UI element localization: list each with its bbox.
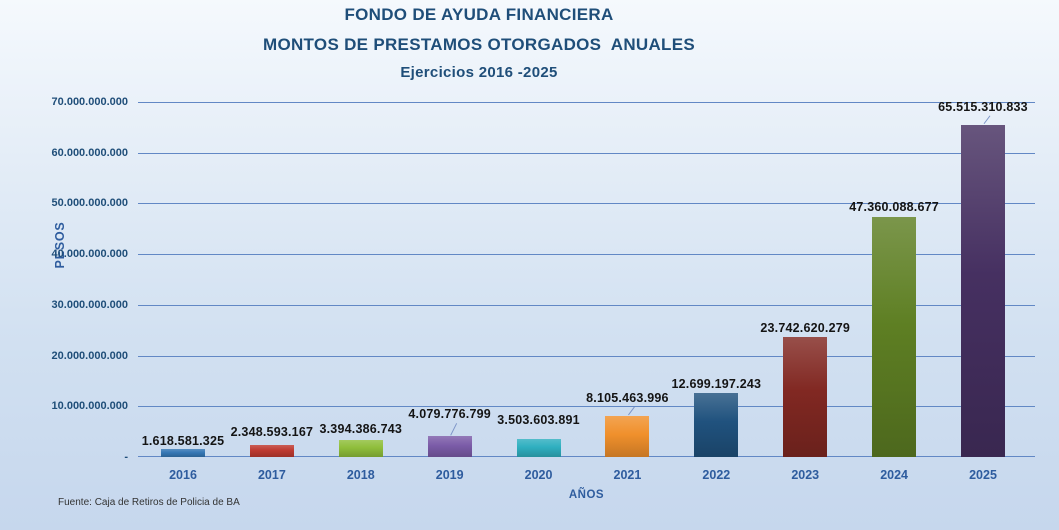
bar-2024	[872, 216, 917, 457]
y-axis-title: PESOS	[53, 221, 67, 269]
bar-value-label: 12.699.197.243	[671, 376, 762, 391]
bar-2018	[338, 439, 383, 457]
bar-value-label: 1.618.581.325	[141, 433, 225, 448]
plot-area: 1.618.581.325 2.348.593.167 3.394.386.743 4…	[138, 100, 1035, 457]
y-tick-label: 30.000.000.000	[51, 298, 128, 311]
x-tick-label-2016: 2016	[169, 468, 197, 482]
x-tick-label-2018: 2018	[346, 468, 375, 482]
bar-2016	[161, 448, 205, 457]
bar-value-label: 3.394.386.743	[319, 421, 403, 436]
source-note: Fuente: Caja de Retiros de Policia de BA	[58, 497, 240, 508]
x-tick-label-2024: 2024	[880, 468, 909, 482]
chart-title-line-2: MONTOS DE PRESTAMOS OTORGADOS ANUALES	[262, 35, 696, 54]
gridline	[138, 102, 1035, 103]
y-tick-label: 50.000.000.000	[51, 197, 128, 210]
gridline	[138, 254, 1035, 256]
leader-line	[450, 423, 458, 436]
bar-value-label: 4.079.776.799	[408, 407, 491, 422]
x-axis-title: AÑOS	[568, 489, 605, 501]
gridline	[138, 304, 1035, 306]
y-tick-label: 70.000.000.000	[51, 96, 128, 108]
leader-lines	[450, 115, 991, 436]
bar-value-label: 2.348.593.167	[230, 425, 314, 440]
y-tick-label: -	[124, 451, 128, 463]
chart-title-line-3: Ejercicios 2016 -2025	[400, 64, 558, 81]
gridline	[138, 152, 1035, 154]
chart-title: FONDO DE AYUDA FINANCIERA MONTOS DE PRES…	[0, 0, 958, 86]
x-tick-label-2022: 2022	[702, 468, 731, 482]
gridline	[138, 406, 1035, 408]
x-tick-label-2023: 2023	[791, 468, 820, 482]
bar-value-label: 3.503.603.891	[497, 413, 580, 428]
y-tick-label: 60.000.000.000	[51, 146, 128, 159]
bar-2020	[516, 439, 561, 457]
bar-2023	[783, 336, 828, 457]
x-tick-label-2025: 2025	[969, 468, 997, 482]
leader-line	[628, 406, 635, 416]
bar-2019	[427, 436, 472, 457]
bar-2025	[961, 124, 1005, 457]
bar-2021	[605, 415, 650, 457]
bar-2022	[694, 392, 739, 457]
x-axis-line	[138, 456, 1035, 457]
bar-2017	[249, 445, 294, 457]
bar-value-label: 8.105.463.996	[586, 390, 669, 405]
gridline	[138, 355, 1035, 357]
chart-title-line-1: FONDO DE AYUDA FINANCIERA	[344, 5, 614, 24]
bar-value-label: 47.360.088.677	[849, 199, 939, 214]
x-tick-label-2017: 2017	[257, 468, 286, 482]
y-tick-label: 40.000.000.000	[51, 248, 128, 261]
gridline	[138, 203, 1035, 205]
y-tick-label: 10.000.000.000	[51, 400, 128, 413]
bar-value-label: 65.515.310.833	[938, 99, 1028, 114]
x-tick-label-2021: 2021	[613, 468, 642, 482]
x-tick-label-2019: 2019	[435, 468, 464, 482]
x-tick-label-2020: 2020	[524, 468, 553, 482]
bar-value-label: 23.742.620.279	[760, 320, 851, 335]
y-tick-label: 20.000.000.000	[51, 349, 128, 362]
leader-line	[983, 115, 991, 125]
